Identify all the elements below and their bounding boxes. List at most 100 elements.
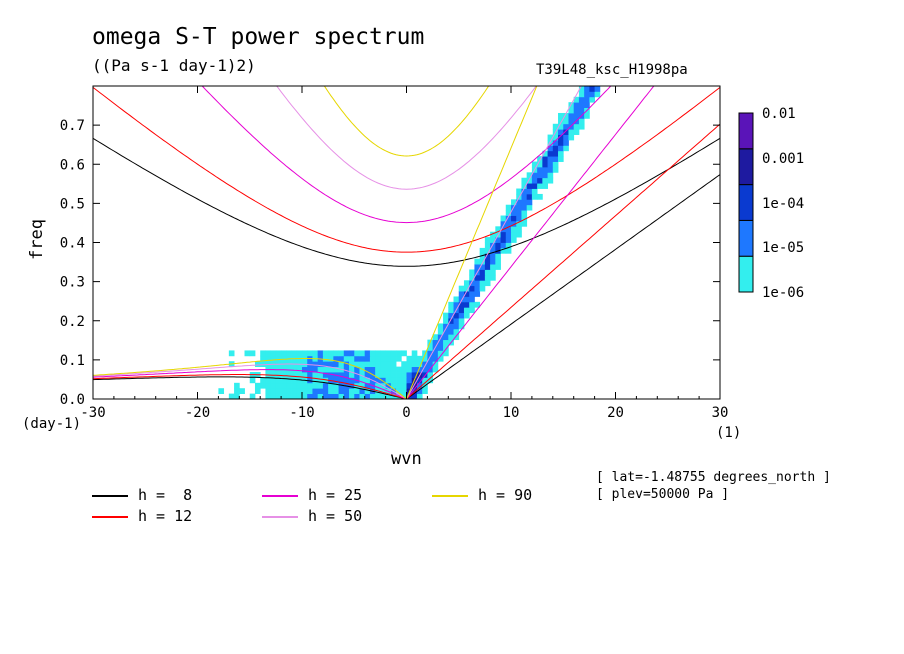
- spectrum-cell: [286, 393, 292, 400]
- spectrum-cell: [228, 393, 235, 400]
- spectrum-cell: [338, 361, 345, 368]
- spectrum-cell: [578, 86, 585, 92]
- spectrum-cell: [328, 366, 334, 373]
- spectrum-cell: [505, 226, 512, 233]
- spectrum-cell: [500, 215, 507, 222]
- spectrum-cell: [474, 280, 481, 287]
- spectrum-cell: [338, 377, 345, 384]
- spectrum-cell: [422, 355, 428, 362]
- spectrum-cell: [260, 382, 266, 389]
- spectrum-cell: [427, 361, 434, 368]
- spectrum-cell: [552, 134, 559, 141]
- spectrum-cell: [260, 355, 266, 362]
- spectrum-cell: [589, 96, 596, 103]
- spectrum-cell: [354, 355, 360, 362]
- spectrum-cell: [505, 247, 512, 254]
- spectrum-cell: [396, 377, 402, 384]
- spectrum-cell: [448, 334, 454, 341]
- spectrum-cell: [317, 350, 324, 357]
- spectrum-cell: [270, 382, 277, 389]
- spectrum-cell: [458, 285, 465, 292]
- spectrum-cell: [484, 280, 491, 287]
- spectrum-cell: [338, 355, 345, 362]
- spectrum-cell: [380, 393, 387, 400]
- legend-label: h = 12: [138, 507, 193, 525]
- colorbar-swatch: [738, 112, 754, 150]
- spectrum-cell: [239, 388, 245, 395]
- annotation-lat: [ lat=-1.48755 degrees_north ]: [596, 470, 831, 485]
- spectrum-cell: [265, 388, 272, 395]
- spectrum-cell: [537, 161, 543, 168]
- spectrum-cell: [333, 366, 339, 373]
- spectrum-cell: [511, 199, 517, 206]
- spectrum-cell: [537, 177, 543, 184]
- spectrum-cell: [437, 323, 444, 330]
- spectrum-cell: [432, 361, 439, 368]
- spectrum-cell: [542, 177, 548, 184]
- spectrum-cell: [521, 188, 528, 195]
- spectrum-cell: [495, 226, 501, 233]
- spectrum-cell: [490, 247, 496, 254]
- spectrum-cell: [317, 372, 324, 378]
- spectrum-cell: [500, 242, 507, 249]
- spectrum-cell: [369, 350, 376, 357]
- y-tick-label: 0.4: [60, 236, 85, 252]
- spectrum-cell: [406, 372, 413, 378]
- spectrum-cell: [364, 382, 371, 389]
- spectrum-cell: [516, 210, 522, 216]
- spectrum-cell: [218, 388, 225, 395]
- spectrum-cell: [511, 210, 517, 216]
- inertia-gravity-curve-h25: [201, 86, 612, 224]
- spectrum-cell: [364, 350, 371, 357]
- spectrum-cell: [516, 226, 522, 233]
- spectrum-cell: [322, 361, 329, 368]
- spectrum-cell: [416, 361, 423, 368]
- spectrum-cell: [479, 247, 486, 254]
- spectrum-cell: [474, 274, 481, 281]
- spectrum-cell: [307, 377, 313, 384]
- chart-subtitle: ((Pa s-1 day-1)2): [92, 56, 256, 75]
- spectrum-cell: [343, 366, 350, 373]
- spectrum-cell: [401, 361, 407, 368]
- spectrum-cell: [333, 355, 339, 362]
- spectrum-cell: [443, 318, 449, 324]
- spectrum-cell: [547, 139, 554, 146]
- x-unit-label: (1): [716, 425, 742, 441]
- spectrum-cell: [584, 91, 590, 98]
- spectrum-cell: [578, 91, 585, 98]
- spectrum-cell: [547, 172, 554, 179]
- spectrum-cell: [286, 382, 292, 389]
- spectrum-cell: [531, 172, 538, 179]
- spectrum-cell: [443, 345, 449, 351]
- spectrum-cell: [432, 366, 439, 373]
- spectrum-cell: [552, 156, 559, 162]
- spectrum-cell: [594, 91, 601, 98]
- spectrum-cell: [254, 361, 261, 368]
- spectrum-cell: [401, 377, 407, 384]
- spectrum-cell: [484, 269, 491, 276]
- spectrum-cell: [265, 382, 272, 389]
- spectrum-cell: [422, 388, 428, 395]
- spectrum-cell: [547, 156, 554, 162]
- spectrum-cell: [317, 382, 324, 389]
- spectrum-cell: [312, 350, 319, 357]
- spectrum-cell: [495, 264, 501, 270]
- spectrum-cell: [516, 204, 522, 211]
- spectrum-cell: [369, 361, 376, 368]
- spectrum-cell: [484, 253, 491, 260]
- spectrum-cell: [490, 269, 496, 276]
- spectrum-cell: [490, 274, 496, 281]
- spectrum-cell: [406, 355, 413, 362]
- spectrum-cell: [490, 237, 496, 243]
- spectrum-cell: [479, 280, 486, 287]
- spectrum-cell: [228, 350, 235, 357]
- spectrum-cell: [275, 350, 282, 357]
- spectrum-cell: [558, 118, 564, 125]
- spectrum-cell: [354, 361, 360, 368]
- spectrum-cell: [291, 366, 298, 373]
- spectrum-cell: [364, 388, 371, 395]
- spectrum-cell: [260, 361, 266, 368]
- spectrum-cell: [385, 372, 392, 378]
- spectrum-cell: [364, 377, 371, 384]
- spectrum-cell: [312, 366, 319, 373]
